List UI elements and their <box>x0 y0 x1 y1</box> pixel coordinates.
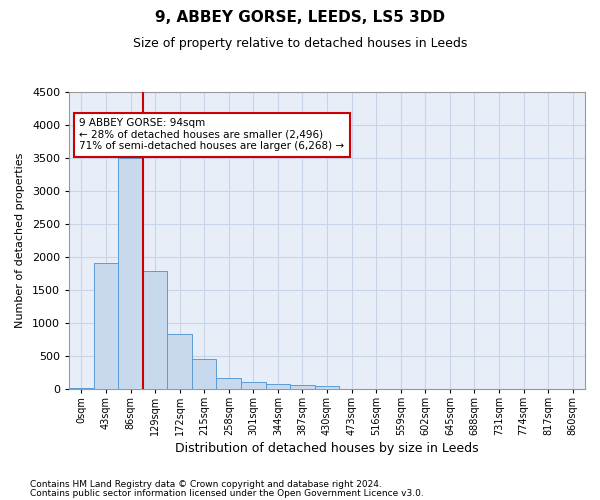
Bar <box>315 386 340 388</box>
Text: Contains public sector information licensed under the Open Government Licence v3: Contains public sector information licen… <box>30 488 424 498</box>
Text: 9, ABBEY GORSE, LEEDS, LS5 3DD: 9, ABBEY GORSE, LEEDS, LS5 3DD <box>155 10 445 25</box>
Y-axis label: Number of detached properties: Number of detached properties <box>15 152 25 328</box>
Text: 9 ABBEY GORSE: 94sqm
← 28% of detached houses are smaller (2,496)
71% of semi-de: 9 ABBEY GORSE: 94sqm ← 28% of detached h… <box>79 118 344 152</box>
Bar <box>241 382 266 388</box>
Bar <box>167 334 192 388</box>
Bar <box>217 378 241 388</box>
Bar <box>94 263 118 388</box>
X-axis label: Distribution of detached houses by size in Leeds: Distribution of detached houses by size … <box>175 442 479 455</box>
Bar <box>192 359 217 388</box>
Bar <box>118 158 143 388</box>
Bar <box>266 384 290 388</box>
Text: Size of property relative to detached houses in Leeds: Size of property relative to detached ho… <box>133 38 467 51</box>
Bar <box>290 385 315 388</box>
Text: Contains HM Land Registry data © Crown copyright and database right 2024.: Contains HM Land Registry data © Crown c… <box>30 480 382 489</box>
Bar <box>143 271 167 388</box>
